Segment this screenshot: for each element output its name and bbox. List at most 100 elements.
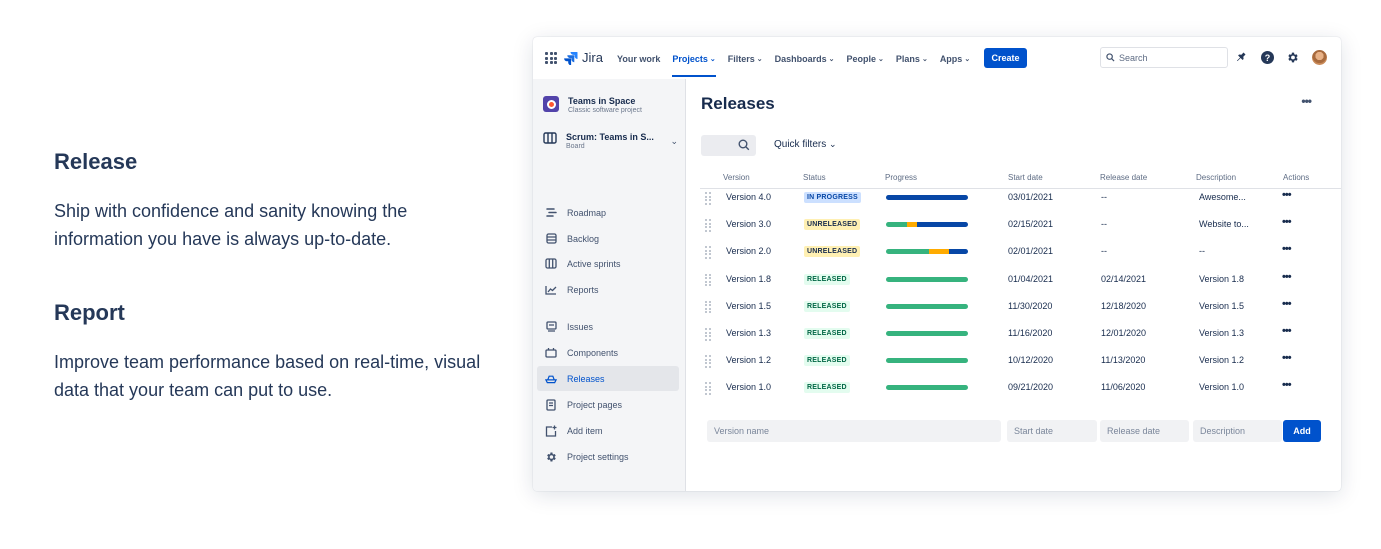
nav-plans[interactable]: Plans ⌄ (895, 54, 928, 64)
sidebar-item-label: Project settings (567, 451, 629, 462)
row-actions-icon[interactable]: ••• (1282, 297, 1292, 310)
version-name[interactable]: Version 1.3 (726, 328, 772, 338)
filter-search-input[interactable] (701, 135, 756, 156)
board-icon (543, 132, 557, 144)
search-icon (1106, 53, 1115, 62)
status-badge: UNRELEASED (804, 219, 861, 231)
table-row[interactable]: Version 1.2 RELEASED 10/12/2020 11/13/2020 V… (700, 347, 1341, 374)
settings-gear-icon (545, 451, 557, 463)
drag-handle-icon[interactable] (705, 355, 711, 368)
reports-chart-icon (545, 284, 557, 296)
help-icon[interactable]: ? (1260, 50, 1274, 64)
version-name[interactable]: Version 1.0 (726, 382, 772, 393)
version-name[interactable]: Version 1.8 (726, 273, 772, 284)
table-row[interactable]: Version 4.0 IN PROGRESS 03/01/2021 -- Awesom… (700, 184, 1341, 211)
create-button[interactable]: Create (984, 48, 1027, 68)
table-row[interactable]: Version 3.0 UNRELEASED 02/15/2021 -- Website… (700, 211, 1341, 238)
table-row[interactable]: Version 1.8 RELEASED 01/04/2021 02/14/2021 V… (700, 266, 1341, 293)
sidebar-item-active-sprints[interactable]: Active sprints (537, 251, 679, 276)
table-row[interactable]: Version 1.3 RELEASED 11/16/2020 12/01/2020 V… (700, 320, 1341, 347)
feature-release: Release Ship with confidence and sanity … (54, 149, 494, 253)
row-actions-icon[interactable]: ••• (1282, 352, 1292, 365)
drag-handle-icon[interactable] (705, 219, 711, 232)
nav-apps[interactable]: Apps ⌄ (939, 54, 971, 64)
progress-bar (886, 195, 968, 200)
column-header-progress[interactable]: Progress (885, 173, 918, 182)
app-switcher-icon[interactable] (545, 52, 557, 64)
version-name-input[interactable] (707, 420, 1001, 442)
chevron-down-icon: ⌄ (709, 56, 716, 63)
user-avatar[interactable] (1312, 50, 1327, 65)
notifications-icon[interactable] (1234, 50, 1248, 64)
sidebar-item-project-pages[interactable]: Project pages (537, 392, 679, 417)
settings-gear-icon[interactable] (1285, 50, 1299, 64)
more-actions-icon[interactable]: ••• (1301, 94, 1312, 108)
table-row[interactable]: Version 1.0 RELEASED 09/21/2020 11/06/2020 V… (700, 374, 1341, 401)
add-version-button[interactable]: Add (1283, 420, 1321, 442)
status-badge: IN PROGRESS (804, 192, 861, 203)
feature-body: Ship with confidence and sanity knowing … (54, 201, 408, 249)
sidebar-item-project-settings[interactable]: Project settings (537, 444, 679, 469)
nav-people[interactable]: People ⌄ (846, 54, 884, 64)
row-actions-icon[interactable]: ••• (1282, 325, 1292, 337)
column-header-status[interactable]: Status (803, 173, 826, 182)
progress-segment-in-progress (907, 222, 918, 228)
nav-dashboards[interactable]: Dashboards ⌄ (774, 54, 835, 64)
row-actions-icon[interactable]: ••• (1282, 379, 1292, 392)
drag-handle-icon[interactable] (705, 328, 711, 341)
nav-projects[interactable]: Projects ⌄ (672, 51, 717, 77)
drag-handle-icon[interactable] (705, 382, 711, 395)
progress-segment-done (886, 303, 968, 309)
search-input[interactable] (1119, 52, 1219, 63)
nav-filters[interactable]: Filters ⌄ (727, 54, 763, 64)
release-date: 11/13/2020 (1101, 355, 1146, 366)
release-date-input[interactable] (1100, 420, 1189, 442)
board-type: Board (566, 143, 585, 150)
sidebar-item-reports[interactable]: Reports (537, 277, 679, 302)
progress-segment-done (886, 276, 968, 282)
row-actions-icon[interactable]: ••• (1282, 189, 1292, 201)
version-name[interactable]: Version 1.5 (726, 300, 772, 311)
quick-filters-dropdown[interactable]: Quick filters ⌄ (774, 139, 837, 150)
column-header-actions: Actions (1283, 173, 1310, 182)
table-row[interactable]: Version 1.5 RELEASED 11/30/2020 12/18/2020 V… (700, 293, 1341, 320)
column-header-description[interactable]: Description (1196, 173, 1237, 182)
column-header-start-date[interactable]: Start date (1008, 173, 1043, 182)
nav-your-work[interactable]: Your work (617, 54, 661, 64)
jira-logo[interactable]: Jira (564, 50, 603, 65)
version-name[interactable]: Version 2.0 (726, 246, 772, 257)
board-name: Scrum: Teams in S... (566, 132, 654, 142)
description: Version 1.5 (1199, 300, 1245, 311)
table-row[interactable]: Version 2.0 UNRELEASED 02/01/2021 -- -- ••• (700, 238, 1341, 265)
version-name[interactable]: Version 1.2 (726, 355, 772, 366)
sidebar-item-components[interactable]: Components (537, 340, 679, 365)
search-box[interactable] (1100, 47, 1228, 68)
row-actions-icon[interactable]: ••• (1282, 216, 1292, 229)
progress-segment-in-progress (929, 249, 950, 255)
sidebar-item-issues[interactable]: Issues (537, 314, 679, 339)
top-navigation: Jira Your work Projects ⌄ Filters ⌄ Dashbo… (533, 37, 1341, 79)
sidebar-item-releases[interactable]: Releases (537, 366, 679, 391)
drag-handle-icon[interactable] (705, 246, 711, 259)
drag-handle-icon[interactable] (705, 273, 711, 287)
sidebar-item-add-item[interactable]: Add item (537, 418, 679, 443)
page-icon (545, 398, 557, 411)
start-date-input[interactable] (1007, 420, 1097, 442)
sidebar-item-backlog[interactable]: Backlog (537, 226, 679, 251)
description-input[interactable] (1193, 420, 1282, 442)
start-date: 11/30/2020 (1008, 300, 1053, 311)
row-actions-icon[interactable]: ••• (1282, 243, 1292, 256)
progress-bar (886, 385, 968, 391)
version-name[interactable]: Version 3.0 (726, 219, 772, 230)
drag-handle-icon[interactable] (705, 192, 711, 205)
column-header-release-date[interactable]: Release date (1100, 173, 1148, 182)
row-actions-icon[interactable]: ••• (1282, 270, 1292, 283)
svg-text:?: ? (1264, 52, 1270, 62)
page-title: Releases (701, 94, 775, 113)
version-name[interactable]: Version 4.0 (726, 192, 772, 202)
board-switcher[interactable]: Scrum: Teams in S... Board ⌄ (543, 132, 678, 150)
drag-handle-icon[interactable] (705, 300, 711, 314)
project-header[interactable]: Teams in Space Classic software project (543, 96, 642, 114)
sidebar-item-roadmap[interactable]: Roadmap (537, 200, 679, 225)
column-header-version[interactable]: Version (723, 173, 750, 182)
